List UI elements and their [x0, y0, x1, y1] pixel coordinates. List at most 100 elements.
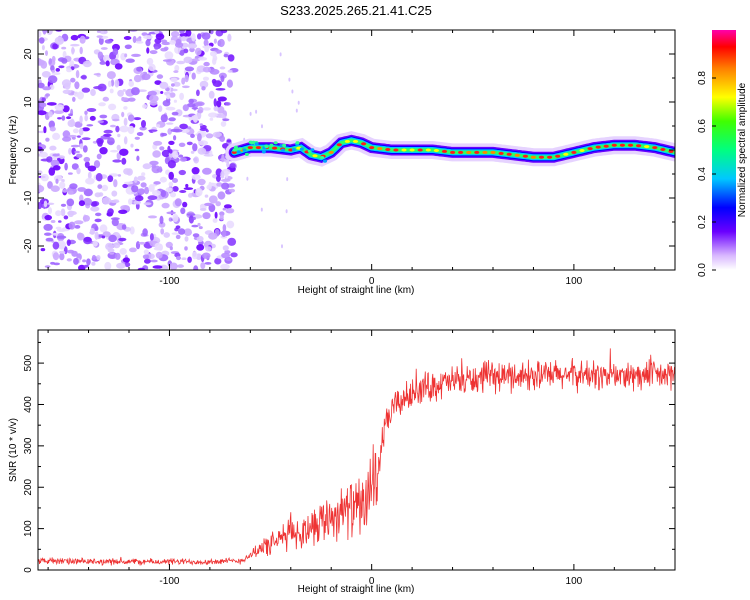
noise-speck	[42, 86, 52, 91]
carrier-hotspot	[255, 146, 261, 150]
noise-speck	[45, 50, 48, 56]
noise-speck	[41, 71, 51, 78]
noise-speck	[111, 218, 119, 227]
noise-speck	[96, 35, 103, 38]
noise-speck	[68, 221, 76, 230]
noise-speck	[204, 262, 212, 265]
y-tick-label: 300	[23, 437, 34, 454]
noise-speck	[208, 181, 212, 190]
noise-speck	[62, 189, 68, 193]
noise-speck	[48, 58, 52, 65]
noise-speck	[190, 133, 195, 138]
noise-speck	[161, 149, 171, 158]
noise-speck	[59, 181, 66, 189]
noise-speck	[145, 39, 151, 47]
colorbar-gradient	[712, 30, 736, 270]
noise-speck	[102, 231, 111, 238]
noise-speck	[197, 178, 206, 186]
noise-speck	[217, 191, 226, 200]
noise-speck	[72, 128, 79, 134]
noise-speck	[53, 165, 61, 171]
noise-speck	[70, 43, 80, 47]
noise-speck	[144, 186, 150, 195]
noise-speck	[68, 172, 73, 175]
noise-speck	[52, 241, 60, 250]
noise-speck	[108, 234, 117, 243]
carrier-hotspot	[474, 150, 480, 154]
noise-speck	[143, 202, 152, 206]
carrier-fleck	[244, 152, 249, 156]
noise-speck	[112, 118, 120, 122]
noise-speck	[55, 178, 59, 184]
noise-speck	[122, 183, 128, 189]
noise-speck	[198, 140, 209, 146]
noise-speck	[119, 125, 129, 133]
noise-speck	[221, 154, 225, 163]
noise-speck	[98, 102, 106, 107]
noise-speck	[184, 66, 195, 72]
noise-speck	[107, 208, 114, 216]
noise-speck	[217, 106, 225, 114]
noise-speck	[209, 117, 214, 121]
noise-speck	[66, 116, 72, 120]
noise-speck	[223, 53, 229, 58]
noise-speck	[106, 71, 116, 80]
noise-speck	[66, 198, 75, 207]
noise-speck	[214, 211, 218, 219]
noise-speck	[94, 231, 99, 240]
noise-speck	[137, 175, 146, 181]
noise-speck	[170, 192, 176, 198]
noise-speck	[197, 133, 202, 142]
noise-speck	[160, 132, 168, 137]
noise-speck	[173, 135, 177, 141]
noise-speck	[179, 49, 185, 56]
noise-speck	[208, 195, 218, 204]
noise-speck	[117, 133, 121, 138]
noise-speck	[184, 236, 189, 242]
noise-speck	[48, 167, 56, 176]
noise-speck	[91, 254, 97, 261]
noise-speck	[141, 120, 146, 128]
noise-speck	[204, 45, 210, 53]
noise-speck	[183, 187, 194, 191]
noise-speck	[48, 75, 58, 84]
noise-speck	[131, 53, 141, 58]
noise-speck	[194, 101, 205, 107]
noise-speck	[156, 74, 164, 79]
colorbar-label: Normalized spectral amplitude	[737, 82, 748, 217]
noise-speck	[82, 215, 90, 222]
carrier-hotspot	[344, 139, 350, 143]
noise-speck	[43, 200, 48, 208]
noise-speck	[123, 117, 128, 126]
noise-speck	[41, 97, 46, 102]
noise-speck	[83, 264, 89, 268]
carrier-hotspot	[636, 144, 642, 148]
carrier-fleck	[238, 147, 242, 151]
noise-speck	[142, 254, 150, 260]
y-tick-label: -10	[23, 190, 34, 205]
noise-speck	[229, 188, 235, 193]
noise-speck	[87, 171, 92, 180]
carrier-fleck	[282, 143, 287, 147]
noise-speck	[89, 227, 95, 235]
noise-speck	[83, 237, 92, 242]
noise-speck	[43, 126, 47, 134]
noise-speck	[154, 80, 162, 85]
noise-speck	[62, 105, 70, 113]
noise-speck	[149, 50, 158, 55]
carrier-hotspot	[328, 150, 334, 154]
noise-speck	[133, 176, 138, 183]
noise-speck	[181, 77, 186, 85]
colorbar-tick-label: 0.2	[697, 215, 708, 229]
carrier-hotspot	[506, 152, 512, 156]
noise-speck	[227, 33, 232, 42]
noise-speck	[64, 162, 68, 171]
noise-speck	[80, 75, 87, 79]
noise-speck	[83, 188, 93, 197]
noise-speck	[79, 115, 83, 124]
noise-speck	[191, 224, 199, 228]
noise-speck	[120, 205, 130, 211]
noise-speck	[115, 125, 120, 133]
noise-speck	[125, 58, 135, 63]
noise-speck	[123, 36, 132, 40]
